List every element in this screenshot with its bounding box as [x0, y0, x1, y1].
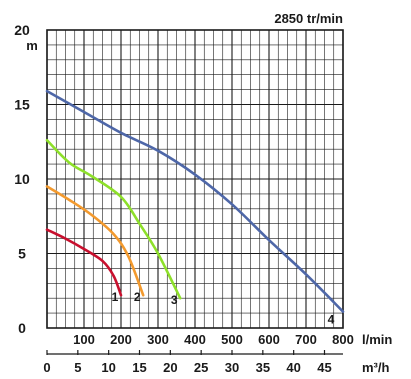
curve-label-2: 2 [134, 290, 141, 304]
curve-label-4: 4 [328, 313, 335, 327]
x-tick-label: 200 [110, 332, 132, 347]
series-curves [45, 89, 345, 313]
x2-tick-label: 45 [317, 360, 331, 375]
x2-tick-label: 40 [286, 360, 300, 375]
x2-axis-label: m³/h [362, 360, 390, 375]
curve-label-3: 3 [171, 293, 178, 307]
x-tick-label: 800 [332, 332, 354, 347]
curve-4 [45, 89, 345, 313]
x-tick-labels: 100 200 300 400 500 600 700 800 [73, 332, 354, 347]
x-axis-label: l/min [362, 332, 392, 347]
y-tick-label: 10 [14, 171, 30, 187]
x2-tick-label: 15 [132, 360, 146, 375]
x-tick-label: 500 [221, 332, 243, 347]
y-tick-labels: 0 5 10 15 20 [14, 22, 30, 336]
x-tick-label: 400 [184, 332, 206, 347]
x-tick-label: 600 [258, 332, 280, 347]
x2-tick-label: 25 [194, 360, 208, 375]
x2-tick-label: 0 [43, 360, 50, 375]
y-axis-label: m [26, 38, 38, 53]
x2-tick-label: 5 [74, 360, 81, 375]
curve-1 [45, 228, 123, 297]
grid [46, 29, 344, 329]
chart-title: 2850 tr/min [274, 11, 343, 26]
x-tick-label: 100 [73, 332, 95, 347]
plot-frame [46, 29, 344, 329]
curve-label-1: 1 [112, 290, 119, 304]
y-tick-label: 15 [14, 97, 30, 113]
x2-tick-label: 20 [163, 360, 177, 375]
y-tick-label: 5 [18, 246, 26, 262]
curve-3 [45, 138, 182, 300]
y-tick-label: 0 [18, 320, 26, 336]
curve-labels: 1 2 3 4 [112, 290, 335, 326]
x2-tick-label: 35 [256, 360, 270, 375]
y-tick-label: 20 [14, 22, 30, 38]
x-tick-label: 300 [147, 332, 169, 347]
x2-tick-labels: 0 5 10 15 20 25 30 35 40 45 [43, 350, 332, 375]
x2-tick-label: 10 [101, 360, 115, 375]
x2-tick-label: 30 [225, 360, 239, 375]
x-tick-label: 700 [295, 332, 317, 347]
curve-2 [45, 185, 145, 297]
